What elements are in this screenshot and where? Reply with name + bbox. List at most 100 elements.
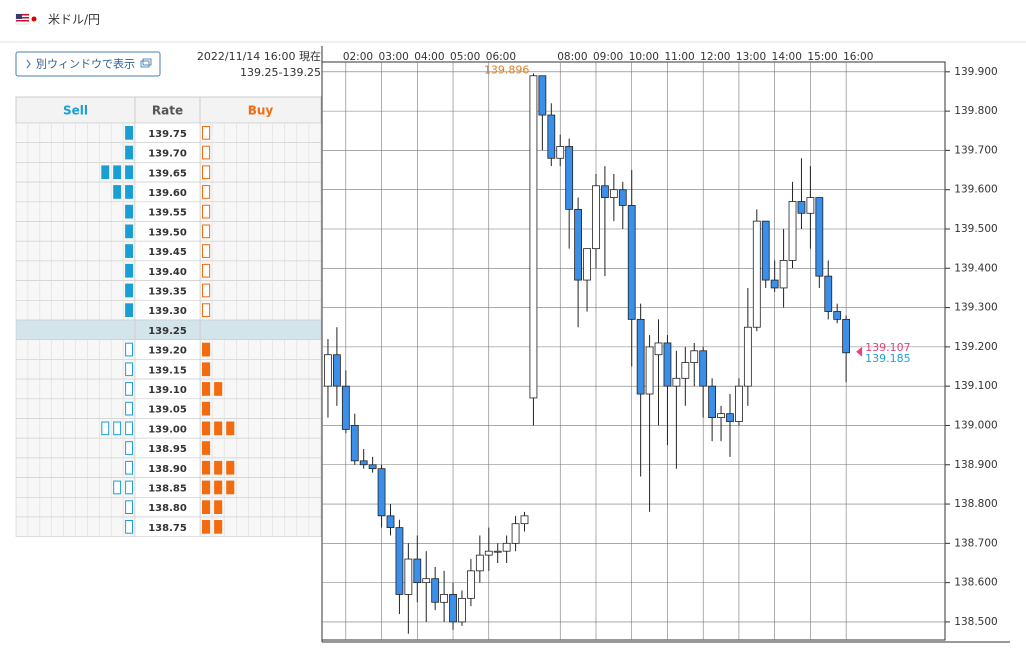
candle-body xyxy=(413,558,422,584)
current-price: 139.25-139.25 xyxy=(240,66,321,79)
column-header: Sell xyxy=(63,104,88,118)
rate-cell xyxy=(134,516,201,538)
rate-label: 139.75 xyxy=(148,129,187,140)
buy-bar xyxy=(202,165,211,180)
candle-body xyxy=(440,594,448,603)
y-tick-label: 139.800 xyxy=(954,105,997,117)
rate-label: 139.10 xyxy=(148,385,187,396)
buy-bar xyxy=(214,500,223,514)
pair-title: 米ドル/円 xyxy=(48,13,100,27)
buy-bar xyxy=(214,421,223,436)
rate-label: 138.80 xyxy=(148,503,187,514)
flag-icon xyxy=(15,13,37,25)
x-tick-label: 16:00 xyxy=(843,51,873,63)
buy-bar xyxy=(202,303,211,317)
candle-body xyxy=(726,413,734,422)
buy-bar xyxy=(214,460,223,475)
candle-body xyxy=(761,220,770,281)
candle-body xyxy=(592,185,600,250)
candle-body xyxy=(502,542,511,552)
rate-label: 139.60 xyxy=(148,188,187,199)
candle-body xyxy=(493,550,502,553)
y-tick-label: 139.200 xyxy=(954,341,997,353)
candle-body xyxy=(636,318,645,395)
candle-body xyxy=(484,550,493,556)
candle-body xyxy=(449,594,457,623)
candle-body xyxy=(350,425,359,462)
y-tick-label: 138.800 xyxy=(954,498,997,510)
candle-body xyxy=(735,385,743,422)
candle-body xyxy=(467,570,475,599)
y-tick-label: 139.100 xyxy=(954,380,997,392)
candle-body xyxy=(377,468,386,517)
candle-body xyxy=(752,220,761,328)
buy-bar xyxy=(202,520,211,534)
candle-body xyxy=(788,201,797,261)
candle-body xyxy=(806,197,815,214)
rate-label: 139.70 xyxy=(148,149,187,160)
y-tick-label: 139.900 xyxy=(954,66,997,78)
y-tick-label: 138.500 xyxy=(954,616,997,628)
buy-bar xyxy=(202,263,211,278)
rate-label: 139.65 xyxy=(148,168,187,179)
sell-bar xyxy=(125,185,133,199)
rate-label: 139.45 xyxy=(148,247,187,258)
candle-body xyxy=(332,354,341,387)
x-tick-label: 04:00 xyxy=(414,51,444,63)
candle-body xyxy=(743,326,752,387)
x-tick-label: 12:00 xyxy=(700,51,730,63)
candle-body xyxy=(797,201,806,214)
y-tick-label: 139.000 xyxy=(954,419,997,431)
candle-body xyxy=(601,185,609,198)
price-marker xyxy=(856,346,863,357)
candle-body xyxy=(386,515,395,529)
buy-bar xyxy=(226,460,235,475)
candle-body xyxy=(359,460,368,466)
buy-bar xyxy=(202,401,211,416)
candle-body xyxy=(565,146,574,210)
candle-body xyxy=(609,189,618,198)
timestamp: 2022/11/14 16:00 現在 xyxy=(197,50,321,63)
y-tick-label: 139.700 xyxy=(954,144,997,156)
column-header: Rate xyxy=(152,104,183,118)
open-window-button[interactable]: 別ウィンドウで表示 xyxy=(15,51,161,77)
candle-body xyxy=(422,578,431,584)
rate-label: 139.50 xyxy=(148,227,187,238)
candle-body xyxy=(458,597,466,623)
candle-body xyxy=(842,318,851,354)
candlestick-chart: 138.500 138.600 138.700 138.800 138.900 139.0… xyxy=(321,46,1010,643)
rate-label: 139.55 xyxy=(148,208,187,219)
sell-bar xyxy=(125,421,133,436)
x-tick-label: 06:00 xyxy=(486,51,516,63)
candle-body xyxy=(547,114,556,159)
buy-bar xyxy=(202,500,211,514)
buy-bar xyxy=(202,441,211,455)
candle-body xyxy=(368,464,377,470)
candle-body xyxy=(618,189,627,206)
candle-body xyxy=(324,354,332,387)
candle-body xyxy=(681,362,690,379)
rate-label: 138.75 xyxy=(148,523,187,534)
order-book: Sell Rate Buy 139.75 139.70 139.65 139.60 139.5… xyxy=(15,96,322,538)
sell-bar xyxy=(125,362,133,377)
x-tick-label: 11:00 xyxy=(664,51,694,63)
sell-bar xyxy=(125,382,133,396)
rate-label: 139.40 xyxy=(148,267,187,278)
buy-bar xyxy=(202,480,211,495)
y-tick-label: 139.500 xyxy=(954,223,997,235)
buy-bar xyxy=(202,185,211,199)
x-tick-label: 09:00 xyxy=(593,51,623,63)
button-label[interactable]: 別ウィンドウで表示 xyxy=(36,57,135,71)
column-header: Buy xyxy=(248,104,274,118)
buy-bar xyxy=(214,520,223,534)
buy-bar xyxy=(226,480,235,495)
sell-bar xyxy=(125,500,133,514)
candle-body xyxy=(654,342,663,356)
y-tick-label: 139.400 xyxy=(954,262,997,274)
candle-body xyxy=(431,578,440,603)
rate-label: 139.15 xyxy=(148,365,187,376)
candle-body xyxy=(645,346,654,395)
sell-bar xyxy=(113,185,122,199)
sell-bar xyxy=(125,303,133,317)
sell-bar xyxy=(125,126,133,140)
